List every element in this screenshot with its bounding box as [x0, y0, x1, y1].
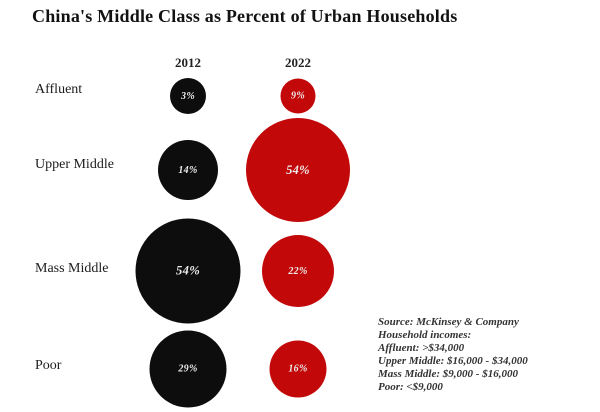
bubble-affluent-2022: 9%	[280, 78, 316, 114]
column-header-2022: 2022	[285, 55, 311, 70]
bubble-mass-middle-2012: 54%	[135, 218, 241, 324]
bubble-value: 14%	[178, 164, 198, 176]
bubble-value: 29%	[178, 363, 198, 375]
row-label-poor: Poor	[35, 358, 62, 373]
column-header-2012: 2012	[175, 55, 201, 70]
row-label-mass-middle: Mass Middle	[35, 261, 109, 276]
source-note-line: Poor: <$9,000	[378, 381, 443, 393]
bubble-circle: 54%	[135, 218, 241, 324]
row-label-affluent: Affluent	[35, 82, 83, 97]
bubble-circle: 29%	[149, 330, 227, 408]
chart-title: China's Middle Class as Percent of Urban…	[32, 6, 458, 26]
bubble-circle: 54%	[246, 118, 350, 222]
row-label-upper-middle: Upper Middle	[35, 157, 114, 172]
bubble-circle: 16%	[269, 340, 327, 398]
bubble-value: 3%	[181, 90, 195, 102]
source-note-line: Source: McKinsey & Company	[378, 316, 519, 328]
bubble-mass-middle-2022: 22%	[262, 235, 334, 307]
bubble-affluent-2012: 3%	[170, 78, 206, 114]
source-note: Source: McKinsey & Company Household inc…	[378, 316, 528, 394]
source-note-line: Mass Middle: $9,000 - $16,000	[378, 368, 518, 380]
bubble-value: 16%	[288, 363, 308, 375]
source-note-line: Affluent: >$34,000	[378, 342, 465, 354]
bubble-poor-2012: 29%	[149, 330, 227, 408]
bubble-poor-2022: 16%	[269, 340, 327, 398]
bubble-value: 54%	[176, 263, 200, 278]
bubble-circle: 22%	[262, 235, 334, 307]
source-note-line: Upper Middle: $16,000 - $34,000	[378, 355, 528, 367]
source-note-line: Household incomes:	[378, 329, 472, 341]
bubble-upper-middle-2022: 54%	[246, 118, 350, 222]
bubble-circle: 9%	[280, 78, 316, 114]
bubble-circle: 3%	[170, 78, 206, 114]
bubble-upper-middle-2012: 14%	[158, 140, 218, 200]
bubble-value: 22%	[288, 265, 308, 277]
bubble-value: 9%	[291, 90, 305, 102]
bubble-value: 54%	[286, 162, 310, 177]
bubble-circle: 14%	[158, 140, 218, 200]
